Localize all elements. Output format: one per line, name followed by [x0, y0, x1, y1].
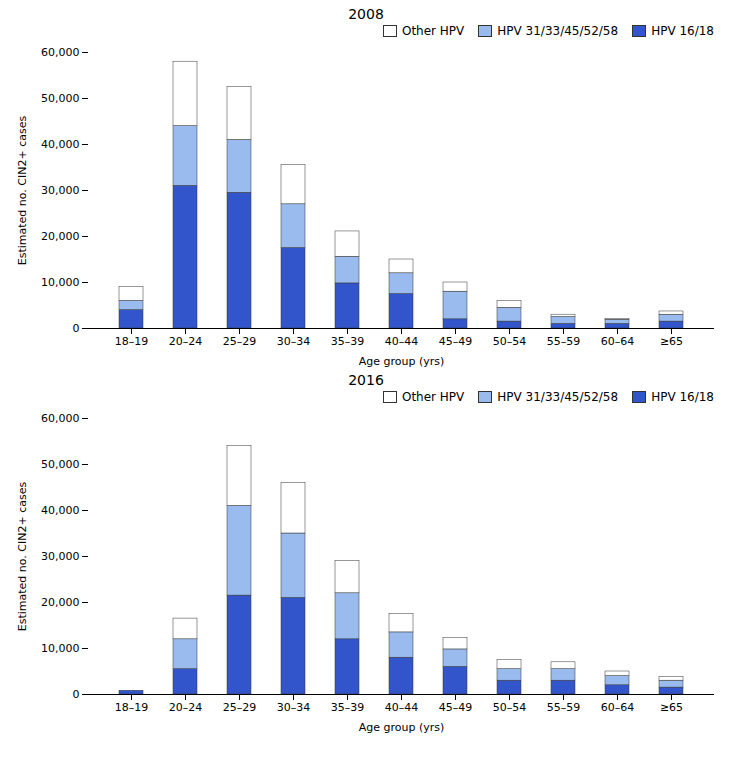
- html-text:HPV 16/18: HPV 16/18: [651, 390, 714, 404]
- svg-text:25–29: 25–29: [223, 335, 257, 348]
- svg-text:0: 0: [73, 688, 80, 701]
- svg-text:Age group (yrs): Age group (yrs): [359, 721, 445, 734]
- svg-text:60,000: 60,000: [41, 412, 80, 425]
- svg-text:30–34: 30–34: [277, 335, 311, 348]
- svg-text:40,000: 40,000: [41, 504, 80, 517]
- svg-text:30,000: 30,000: [41, 550, 80, 563]
- svg-text:40–44: 40–44: [385, 701, 419, 714]
- svg-text:20,000: 20,000: [41, 230, 80, 243]
- html-text:2008: 2008: [348, 6, 384, 22]
- svg-text:Estimated no. CIN2+ cases: Estimated no. CIN2+ cases: [16, 482, 29, 632]
- svg-text:20–24: 20–24: [169, 701, 203, 714]
- svg-text:60–64: 60–64: [601, 335, 635, 348]
- svg-text:30,000: 30,000: [41, 184, 80, 197]
- svg-text:40,000: 40,000: [41, 138, 80, 151]
- svg-text:60,000: 60,000: [41, 46, 80, 59]
- svg-text:10,000: 10,000: [41, 276, 80, 289]
- svg-text:55–59: 55–59: [547, 701, 581, 714]
- svg-text:30–34: 30–34: [277, 701, 311, 714]
- svg-text:40–44: 40–44: [385, 335, 419, 348]
- svg-text:20,000: 20,000: [41, 596, 80, 609]
- svg-text:0: 0: [73, 322, 80, 335]
- svg-text:25–29: 25–29: [223, 701, 257, 714]
- svg-text:50,000: 50,000: [41, 92, 80, 105]
- svg-text:50–54: 50–54: [493, 335, 527, 348]
- svg-text:10,000: 10,000: [41, 642, 80, 655]
- html-text:HPV 16/18: HPV 16/18: [651, 24, 714, 38]
- svg-text:18–19: 18–19: [115, 335, 149, 348]
- svg-text:60–64: 60–64: [601, 701, 635, 714]
- svg-text:18–19: 18–19: [115, 701, 149, 714]
- svg-text:50,000: 50,000: [41, 458, 80, 471]
- svg-text:Age group (yrs): Age group (yrs): [359, 355, 445, 368]
- svg-text:35–39: 35–39: [331, 335, 365, 348]
- svg-text:35–39: 35–39: [331, 701, 365, 714]
- svg-text:45–49: 45–49: [439, 335, 473, 348]
- html-text:HPV 31/33/45/52/58: HPV 31/33/45/52/58: [497, 390, 619, 404]
- svg-text:55–59: 55–59: [547, 335, 581, 348]
- html-text:Other HPV: Other HPV: [402, 24, 465, 38]
- svg-text:Estimated no. CIN2+ cases: Estimated no. CIN2+ cases: [16, 116, 29, 266]
- svg-text:50–54: 50–54: [493, 701, 527, 714]
- svg-text:20–24: 20–24: [169, 335, 203, 348]
- svg-text:45–49: 45–49: [439, 701, 473, 714]
- html-text:2016: 2016: [348, 372, 384, 388]
- svg-text:≥65: ≥65: [660, 701, 683, 714]
- svg-text:≥65: ≥65: [660, 335, 683, 348]
- html-text:Other HPV: Other HPV: [402, 390, 465, 404]
- html-text:HPV 31/33/45/52/58: HPV 31/33/45/52/58: [497, 24, 619, 38]
